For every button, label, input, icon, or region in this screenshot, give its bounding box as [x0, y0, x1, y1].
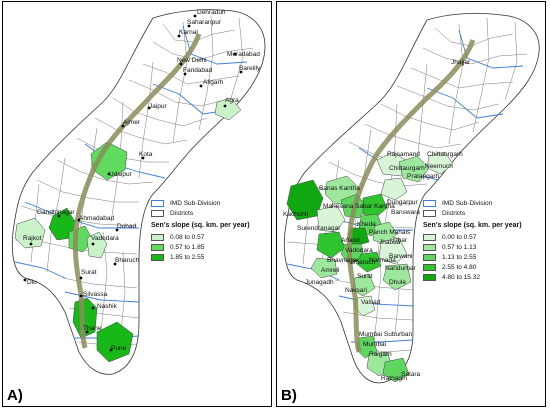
district-label: Satara [401, 371, 421, 378]
corridor-outline [11, 9, 266, 375]
city-label: Udaipur [109, 171, 132, 178]
district-label: Mahesana [323, 203, 354, 210]
legend-swatch [423, 243, 436, 251]
city-label: Pune [111, 345, 127, 352]
city-label: Dohad [117, 223, 137, 230]
subdivision-swatch [151, 199, 164, 207]
district-label: Surat [357, 273, 373, 280]
city-label: Bareilly [239, 65, 261, 72]
district-label: Chittaurgarh [389, 165, 425, 172]
district-label: Vadodara [345, 247, 373, 254]
district-label: Mumbai [363, 341, 387, 348]
district-label: Dhule [389, 279, 406, 286]
legend-subdivision-label: IMD Sub-Division [170, 199, 221, 207]
map-b-legend: IMD Sub-Division Districts Sen's slope (… [423, 198, 522, 282]
city-label: Vadodara [91, 235, 119, 242]
district-label: Valsad [361, 299, 381, 306]
city-label: Surat [81, 269, 97, 276]
city-label: Silvassa [83, 291, 108, 298]
district-label: Banas Kantha [319, 185, 360, 192]
district-label: Nandurbar [385, 265, 416, 272]
legend-swatch [151, 233, 164, 241]
city-label: Rajkot [23, 235, 42, 242]
legend-class-label: 2.55 to 4.80 [442, 263, 477, 271]
district-label: Mumbai Suburban [359, 331, 413, 338]
district-label: Jhabua [379, 239, 401, 246]
legend-class-label: 1.13 to 2.55 [442, 253, 477, 261]
city-dots [23, 14, 243, 352]
legend-swatch [423, 233, 436, 241]
city-label: Karnal [179, 29, 198, 36]
district-label: Rajsamand [387, 151, 420, 158]
map-a-canvas [11, 9, 266, 375]
district-label: Banswara [391, 209, 420, 216]
city-label: Agra [225, 97, 239, 104]
district-label: Kachchh [283, 211, 309, 218]
district-label: Bharuch [351, 259, 376, 266]
legend-title: Sen's slope (sq. km. per year) [151, 222, 250, 229]
district-label: Anand [341, 237, 360, 244]
city-label: Aligarh [203, 79, 224, 86]
legend-districts-label: Districts [442, 209, 466, 217]
legend-swatch [423, 253, 436, 261]
legend-class-label: 1.85 to 2.55 [170, 253, 205, 261]
map-panel-b: Jhajjar Rajsamand Chittaurgarh Pratapgar… [276, 1, 546, 407]
city-label: Jaipur [149, 103, 167, 110]
district-label: Junagadh [305, 279, 334, 286]
city-label: New Delhi [177, 57, 207, 64]
legend-title: Sen's slope (sq. km. per year) [423, 222, 522, 229]
city-label: Ajmer [123, 119, 140, 126]
city-label: Muradabad [227, 51, 260, 58]
city-label: Bharuch [115, 257, 140, 264]
district-label: Dhar [393, 237, 408, 244]
legend-class-label: 0.57 to 1.85 [170, 243, 205, 251]
district-label: Neemuch [425, 163, 453, 170]
legend-swatch [423, 263, 436, 271]
district-label: Panch Mahals [369, 229, 411, 236]
district-label: Chittaurgarh [427, 151, 463, 158]
legend-swatch [151, 243, 164, 251]
panel-label-b: B) [281, 387, 297, 404]
city-label: Nashik [97, 303, 117, 310]
map-panel-a: Dehradun Saharanpur Karnal Muradabad New… [2, 1, 272, 407]
subdivision-swatch [423, 199, 436, 207]
panel-label-a: A) [7, 387, 23, 404]
legend-swatch [151, 253, 164, 261]
district-label: Raigarh [369, 351, 392, 358]
district-label: Navsari [345, 287, 368, 294]
legend-districts-label: Districts [170, 209, 194, 217]
legend-class-label: 0.57 to 1.13 [442, 243, 477, 251]
legend-subdivision-label: IMD Sub-Division [442, 199, 493, 207]
city-label: Gandhinagar [37, 209, 75, 216]
city-label: Thane [83, 325, 102, 332]
legend-class-label: 0.08 to 0.57 [170, 233, 205, 241]
city-label: Dehradun [197, 9, 226, 16]
corridor-band [346, 39, 476, 353]
legend-class-label: 4.80 to 15.32 [442, 273, 480, 281]
map-b-canvas [283, 12, 540, 384]
district-label: Surendranagar [297, 225, 341, 232]
district-label: Ratnagiri [381, 375, 408, 382]
map-a-legend: IMD Sub-Division Districts Sen's slope (… [151, 198, 250, 262]
district-label: Dungarpur [387, 199, 418, 206]
city-label: Ahmadabad [79, 215, 115, 222]
corridor-band [72, 33, 202, 349]
city-label: Kota [139, 151, 153, 158]
district-label: Narmada [369, 257, 396, 264]
district-swatch [423, 209, 436, 217]
legend-class-label: 0.00 to 0.57 [442, 233, 477, 241]
legend-swatch [423, 273, 436, 281]
district-label: Sabar Kantha [355, 203, 395, 210]
district-label: Kheda [357, 221, 376, 228]
district-label: Amreli [321, 267, 340, 274]
district-label: Bhavnagar [327, 257, 359, 264]
district-swatch [151, 209, 164, 217]
city-label: Saharanpur [187, 19, 221, 26]
city-label: Faridabad [183, 67, 213, 74]
district-label: Jhajjar [451, 59, 471, 66]
district-label: Pratapgarh [407, 173, 440, 180]
city-label: Diu [27, 279, 37, 286]
district-label: Barwani [389, 253, 413, 260]
